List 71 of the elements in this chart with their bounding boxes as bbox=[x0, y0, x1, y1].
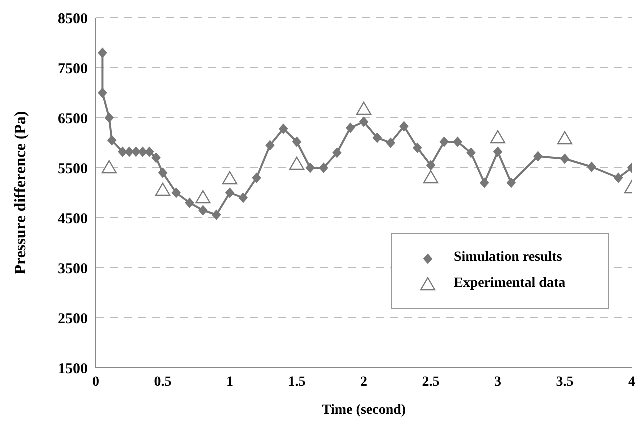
x-tick-label: 1 bbox=[226, 374, 234, 390]
y-axis-title: Pressure difference (Pa) bbox=[12, 111, 30, 275]
point bbox=[413, 143, 422, 153]
x-tick-label: 3 bbox=[494, 374, 502, 390]
point bbox=[386, 138, 396, 148]
point bbox=[226, 188, 234, 198]
y-tick-label: 4500 bbox=[58, 211, 88, 228]
y-tick-label: 1500 bbox=[58, 361, 88, 378]
x-tick-label: 4 bbox=[628, 374, 636, 390]
point bbox=[306, 163, 315, 173]
point bbox=[132, 147, 141, 157]
point bbox=[145, 147, 154, 157]
point bbox=[212, 210, 222, 220]
x-tick-label: 3.5 bbox=[556, 374, 574, 390]
point bbox=[587, 162, 596, 172]
point bbox=[252, 173, 262, 183]
point bbox=[372, 133, 382, 143]
point bbox=[152, 153, 161, 163]
point bbox=[222, 171, 238, 185]
legend-label: Simulation results bbox=[454, 250, 562, 266]
x-tick-label: 0.5 bbox=[154, 374, 172, 390]
x-tick-label: 2.5 bbox=[422, 374, 440, 390]
point bbox=[104, 113, 114, 123]
point bbox=[440, 137, 449, 147]
point bbox=[98, 88, 108, 98]
x-tick-label: 0 bbox=[92, 374, 100, 390]
point bbox=[138, 147, 148, 157]
point bbox=[426, 160, 436, 170]
y-tick-label: 7500 bbox=[58, 61, 88, 78]
point bbox=[279, 124, 288, 134]
point bbox=[289, 156, 305, 170]
point bbox=[319, 163, 328, 173]
point bbox=[198, 206, 208, 216]
point bbox=[158, 168, 168, 178]
point bbox=[453, 137, 462, 147]
point bbox=[266, 140, 275, 150]
y-tick-label: 8500 bbox=[58, 11, 88, 28]
point bbox=[118, 147, 128, 157]
point bbox=[238, 193, 248, 203]
point bbox=[98, 48, 108, 58]
point bbox=[360, 117, 368, 127]
point bbox=[560, 154, 570, 164]
point bbox=[108, 136, 117, 146]
point bbox=[506, 178, 516, 188]
x-tick-label: 1.5 bbox=[288, 374, 306, 390]
point bbox=[466, 148, 476, 158]
point bbox=[557, 131, 573, 145]
point bbox=[480, 178, 490, 188]
point bbox=[102, 160, 117, 174]
x-axis-title: Time (second) bbox=[322, 403, 406, 418]
point bbox=[346, 123, 356, 133]
legend-label: Experimental data bbox=[454, 276, 566, 292]
point bbox=[400, 122, 409, 132]
point bbox=[196, 190, 211, 204]
point bbox=[494, 147, 502, 157]
point bbox=[490, 130, 506, 144]
y-tick-label: 5500 bbox=[58, 161, 88, 178]
point bbox=[332, 148, 342, 158]
point bbox=[172, 188, 181, 198]
point bbox=[614, 173, 624, 183]
point bbox=[185, 198, 194, 208]
point bbox=[155, 182, 171, 196]
y-tick-label: 6500 bbox=[58, 111, 88, 128]
point bbox=[423, 170, 439, 184]
point bbox=[534, 152, 543, 162]
x-tick-label: 2 bbox=[360, 374, 368, 390]
point bbox=[292, 137, 302, 147]
y-tick-label: 3500 bbox=[58, 261, 88, 278]
point bbox=[356, 102, 372, 116]
point bbox=[125, 147, 134, 157]
y-tick-label: 2500 bbox=[58, 311, 88, 328]
